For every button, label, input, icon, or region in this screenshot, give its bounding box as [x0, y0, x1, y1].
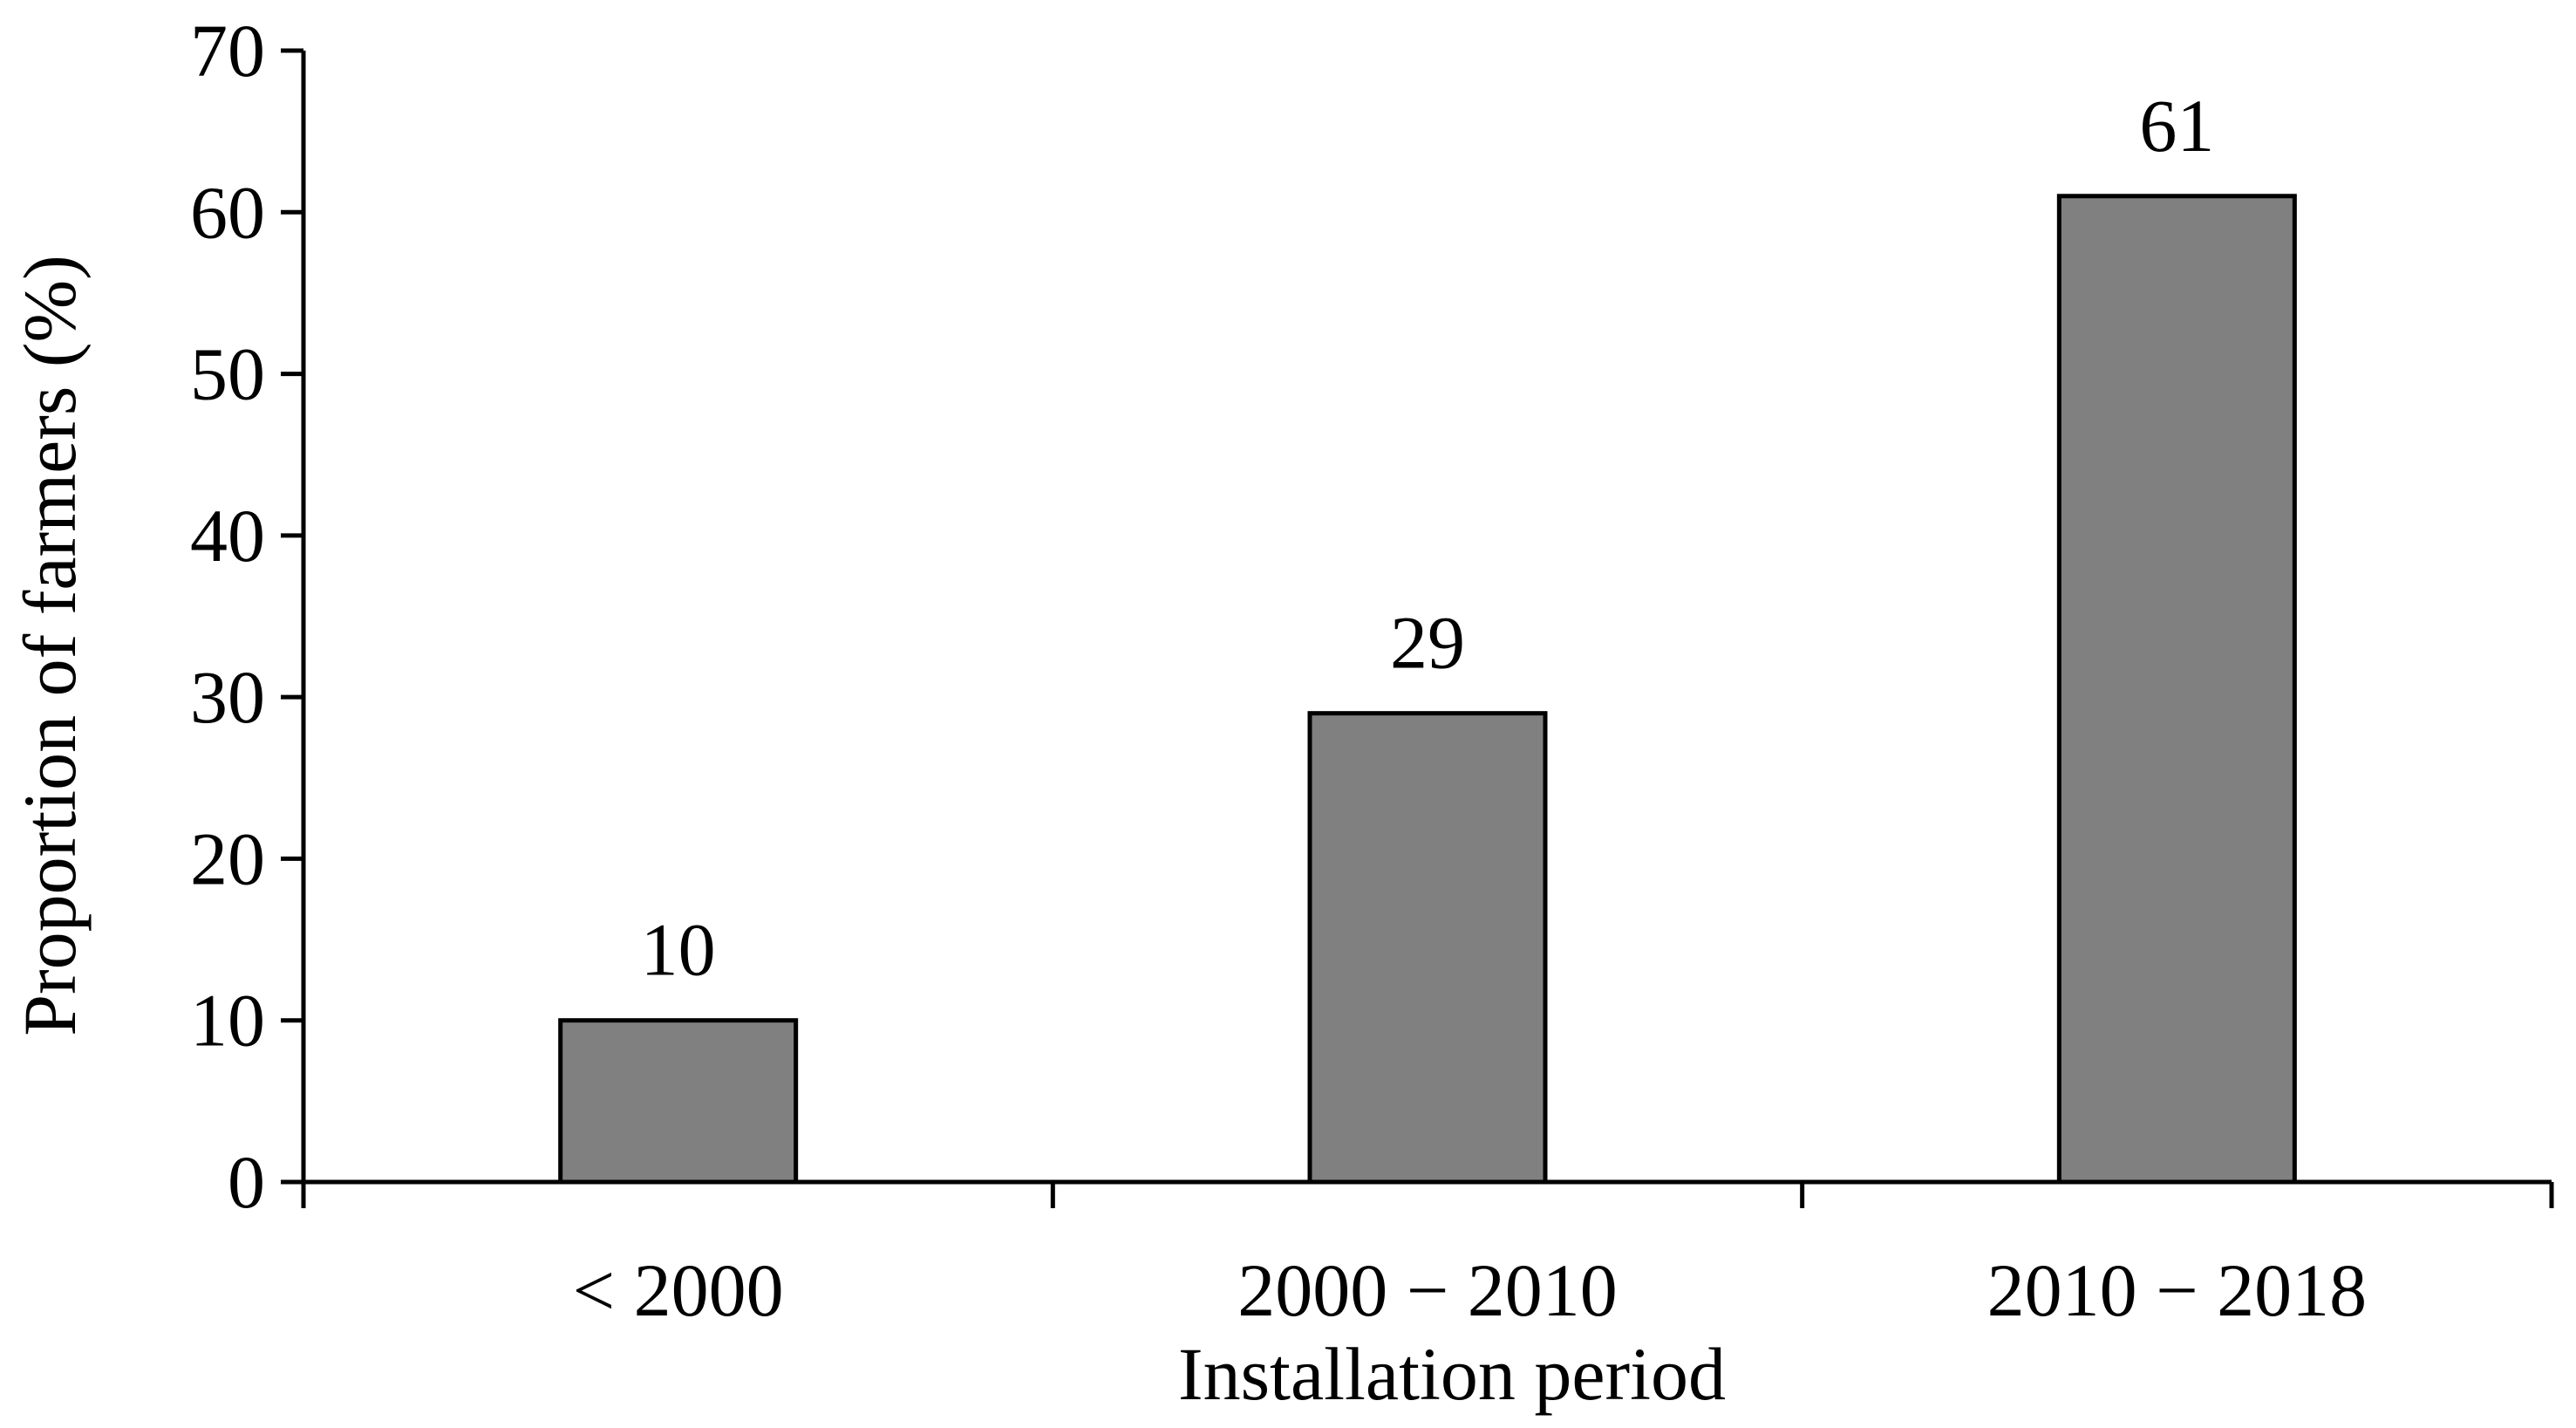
x-category-label: < 2000: [573, 1248, 784, 1332]
x-category-label: 2000 − 2010: [1237, 1248, 1618, 1332]
y-tick-label: 20: [190, 816, 265, 900]
bar-value-label: 10: [641, 908, 716, 992]
y-tick-label: 0: [228, 1140, 265, 1224]
y-axis-title: Proportion of farmers (%): [8, 255, 92, 1036]
bar-value-label: 61: [2139, 84, 2214, 167]
y-ticks-group: 0 10 20 30 40 50 60 70: [190, 9, 303, 1224]
bar-value-label: 29: [1390, 601, 1465, 685]
bar: [1307, 711, 1548, 1185]
bar: [2056, 194, 2297, 1185]
y-tick-label: 30: [190, 655, 265, 739]
x-category-label: 2010 − 2018: [1987, 1248, 2368, 1332]
x-axis-title: Installation period: [1178, 1332, 1726, 1416]
y-tick-label: 50: [190, 332, 265, 416]
bars-group: [558, 194, 2297, 1185]
x-ticks-group: < 2000 2000 − 2010 2010 − 2018: [301, 1182, 2554, 1332]
y-tick-label: 10: [190, 979, 265, 1062]
y-tick-label: 40: [190, 494, 265, 577]
data-labels-group: 10 29 61: [641, 84, 2215, 992]
y-tick-label: 70: [190, 9, 265, 92]
y-tick-label: 60: [190, 170, 265, 254]
axes-group: [301, 51, 2552, 1185]
bar: [558, 1018, 799, 1185]
